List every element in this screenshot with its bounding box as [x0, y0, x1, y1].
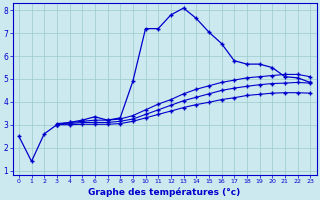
X-axis label: Graphe des températures (°c): Graphe des températures (°c) — [88, 187, 241, 197]
